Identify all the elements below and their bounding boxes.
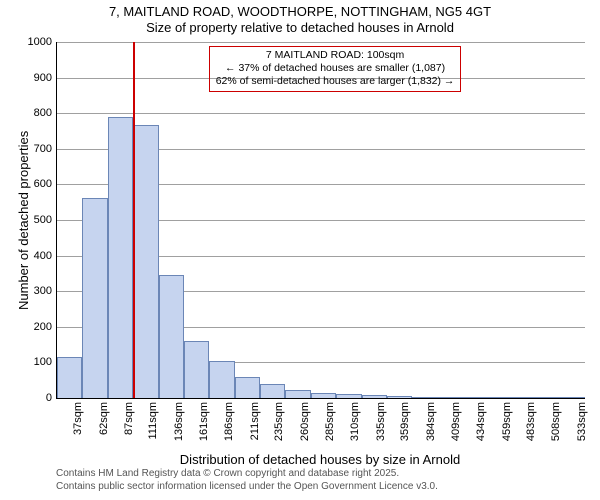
plot-area	[56, 42, 585, 399]
x-tick-label: 508sqm	[550, 402, 562, 441]
histogram-bar	[412, 397, 437, 398]
x-tick-label: 62sqm	[98, 402, 110, 435]
x-tick-label: 409sqm	[450, 402, 462, 441]
x-tick-label: 359sqm	[399, 402, 411, 441]
x-tick-label: 459sqm	[501, 402, 513, 441]
x-tick-label: 161sqm	[198, 402, 210, 441]
x-tick-label: 235sqm	[273, 402, 285, 441]
y-tick-label: 800	[12, 107, 52, 119]
histogram-bar	[565, 397, 585, 398]
gridline	[57, 42, 585, 43]
histogram-bar	[336, 394, 361, 398]
histogram-bar	[438, 397, 463, 398]
x-tick-label: 285sqm	[324, 402, 336, 441]
histogram-bar	[209, 361, 234, 398]
histogram-bar	[311, 393, 336, 398]
title-line-1: 7, MAITLAND ROAD, WOODTHORPE, NOTTINGHAM…	[0, 4, 600, 20]
histogram-bar	[235, 377, 260, 398]
x-tick-label: 211sqm	[249, 402, 261, 440]
annotation-line: 7 MAITLAND ROAD: 100sqm	[216, 49, 455, 62]
histogram-bar	[57, 357, 82, 398]
histogram-bar	[108, 117, 133, 398]
footer-line-1: Contains HM Land Registry data © Crown c…	[56, 468, 438, 481]
title-block: 7, MAITLAND ROAD, WOODTHORPE, NOTTINGHAM…	[0, 0, 600, 35]
x-tick-label: 37sqm	[72, 402, 84, 435]
annotation-line: ← 37% of detached houses are smaller (1,…	[216, 62, 455, 75]
y-tick-label: 0	[12, 392, 52, 404]
footer-attribution: Contains HM Land Registry data © Crown c…	[56, 468, 438, 493]
histogram-bar	[463, 397, 488, 398]
y-tick-label: 1000	[12, 36, 52, 48]
x-tick-label: 335sqm	[375, 402, 387, 441]
y-tick-label: 300	[12, 285, 52, 297]
y-tick-label: 900	[12, 72, 52, 84]
histogram-bar	[184, 341, 209, 398]
x-tick-label: 384sqm	[425, 402, 437, 441]
y-tick-label: 100	[12, 356, 52, 368]
x-tick-label: 533sqm	[576, 402, 588, 441]
histogram-bar	[133, 125, 158, 398]
title-line-2: Size of property relative to detached ho…	[0, 20, 600, 36]
histogram-bar	[159, 275, 184, 398]
histogram-bar	[285, 390, 310, 398]
y-tick-label: 400	[12, 250, 52, 262]
histogram-bar	[82, 198, 107, 398]
chart-container: 7, MAITLAND ROAD, WOODTHORPE, NOTTINGHAM…	[0, 0, 600, 500]
gridline	[57, 113, 585, 114]
histogram-bar	[514, 397, 539, 398]
y-tick-label: 700	[12, 143, 52, 155]
x-tick-label: 111sqm	[147, 402, 159, 440]
histogram-bar	[539, 397, 564, 398]
y-tick-label: 600	[12, 178, 52, 190]
annotation-box: 7 MAITLAND ROAD: 100sqm← 37% of detached…	[209, 46, 462, 92]
x-tick-label: 87sqm	[123, 402, 135, 435]
annotation-line: 62% of semi-detached houses are larger (…	[216, 75, 455, 88]
footer-line-2: Contains public sector information licen…	[56, 481, 438, 494]
x-tick-label: 310sqm	[349, 402, 361, 441]
reference-line	[133, 42, 135, 398]
x-tick-label: 483sqm	[525, 402, 537, 441]
histogram-bar	[362, 395, 387, 398]
histogram-bar	[387, 396, 412, 398]
x-tick-label: 186sqm	[223, 402, 235, 441]
histogram-bar	[260, 384, 285, 398]
x-tick-label: 434sqm	[475, 402, 487, 441]
histogram-bar	[489, 397, 514, 398]
y-tick-label: 500	[12, 214, 52, 226]
y-tick-label: 200	[12, 321, 52, 333]
x-tick-label: 260sqm	[299, 402, 311, 441]
x-axis-title: Distribution of detached houses by size …	[56, 452, 584, 467]
x-tick-label: 136sqm	[173, 402, 185, 441]
